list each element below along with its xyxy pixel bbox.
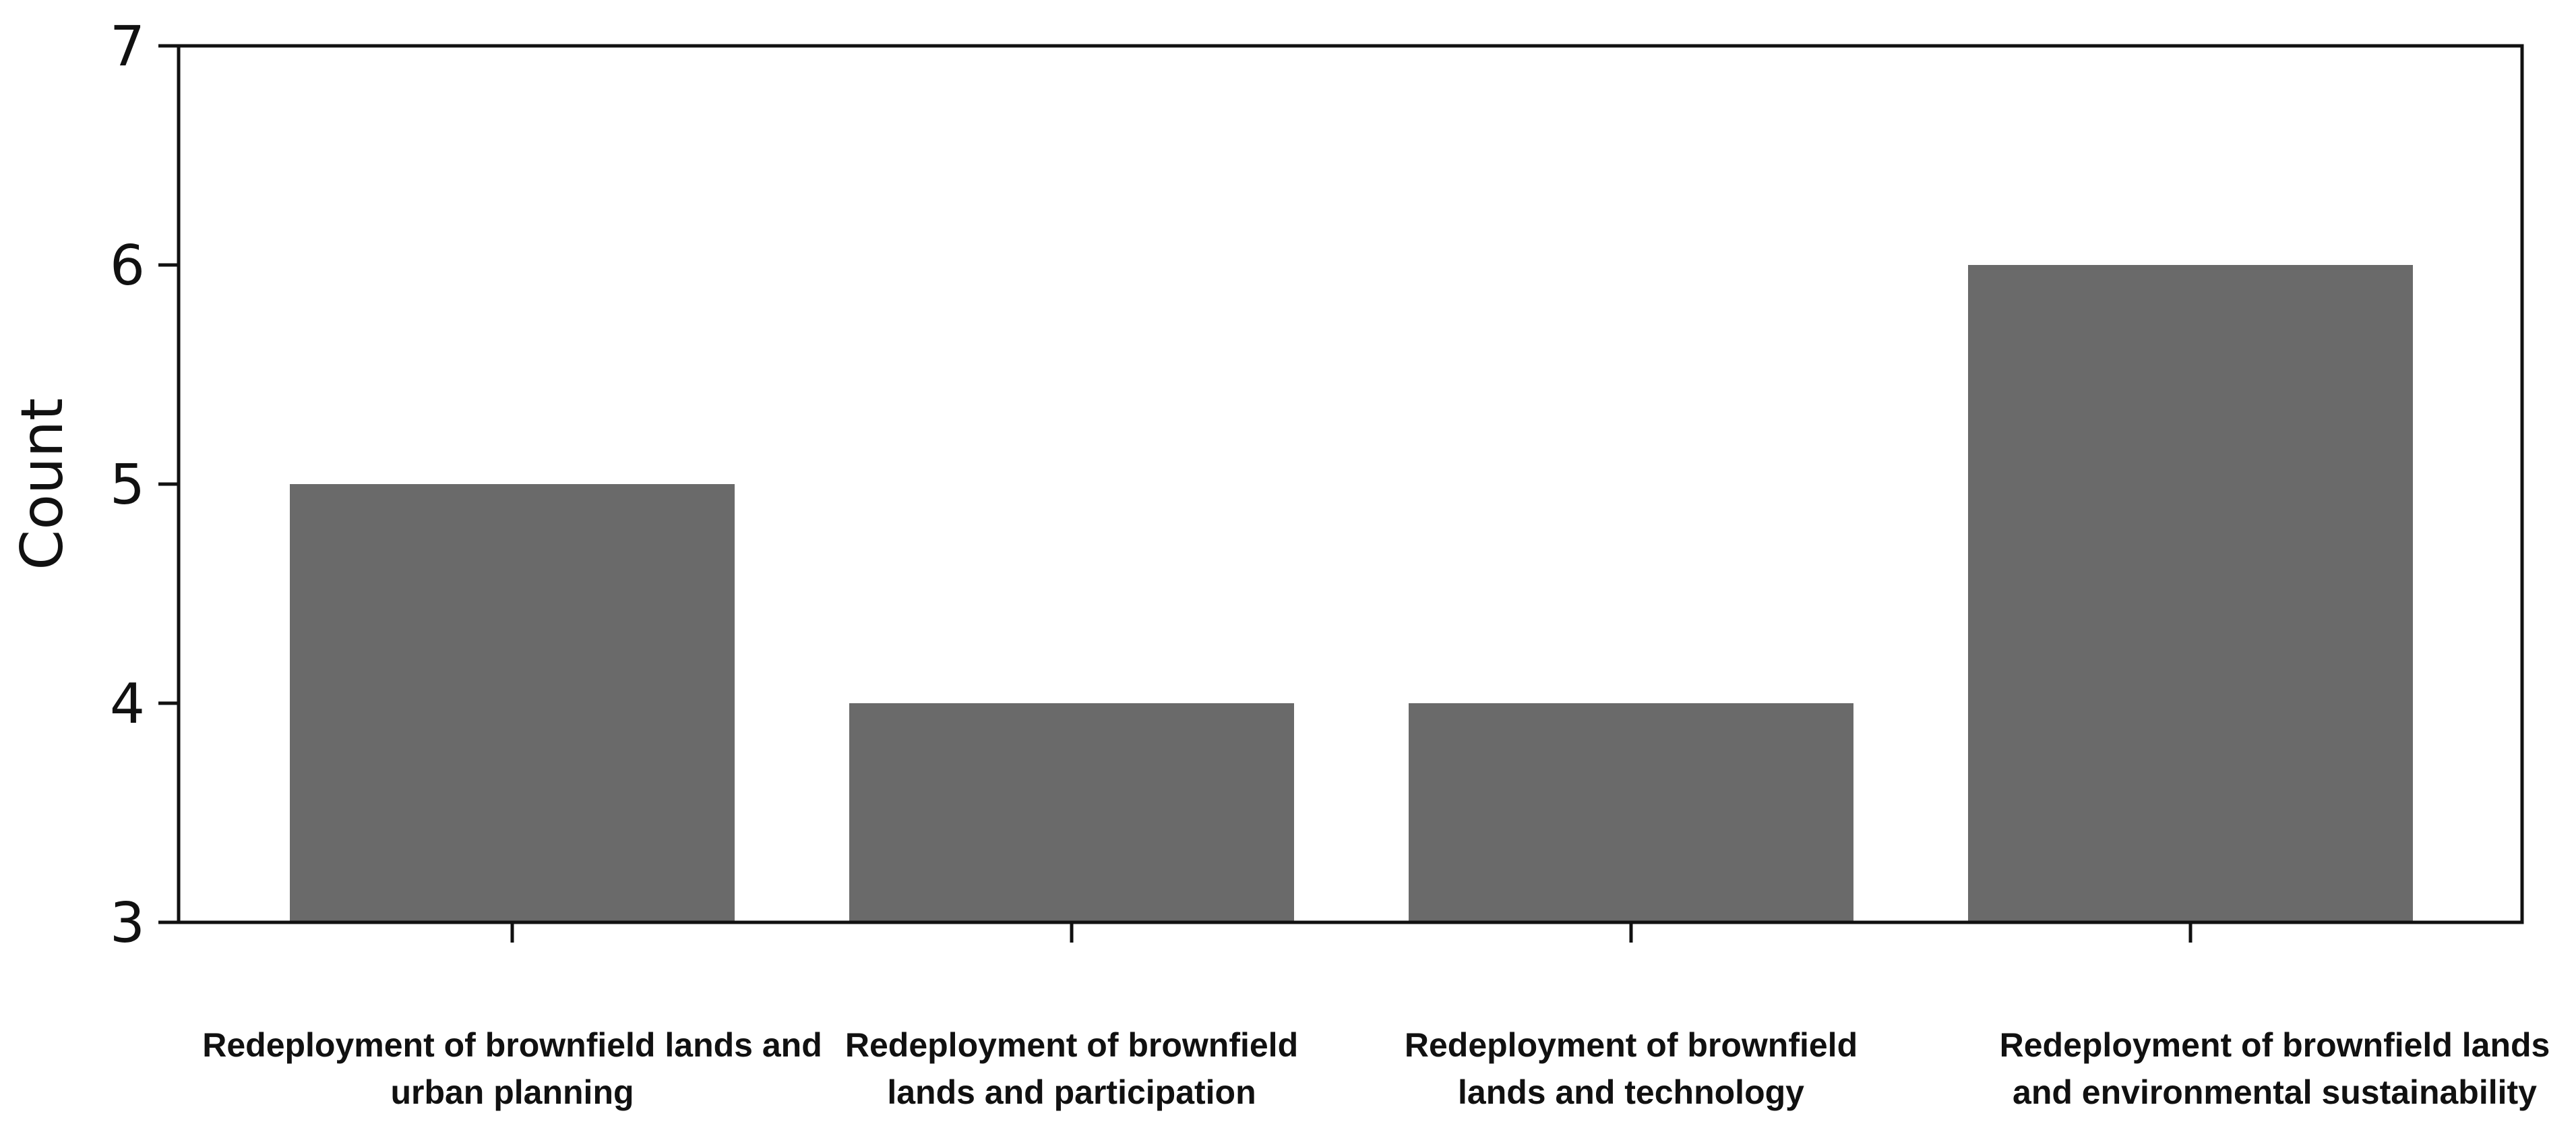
bar-1 (290, 484, 735, 922)
bars-group (290, 265, 2413, 922)
y-tick-label-7: 7 (110, 15, 145, 79)
x-tick-label-3: Redeployment of brownfield lands and tech… (1405, 1026, 1858, 1111)
y-tick-label-3: 3 (110, 891, 145, 955)
bar-2 (849, 703, 1294, 922)
x-tick-label-1: Redeployment of brownfield lands and urba… (202, 1026, 822, 1111)
x-tick-label-2: Redeployment of brownfield lands and part… (845, 1026, 1298, 1111)
y-axis: 3 4 5 6 7 (110, 15, 179, 955)
y-tick-label-6: 6 (110, 234, 145, 298)
y-tick-label-4: 4 (110, 672, 145, 736)
y-tick-label-5: 5 (110, 453, 145, 517)
bar-3 (1409, 703, 1853, 922)
x-axis: Redeployment of brownfield lands and urba… (202, 922, 2550, 1111)
y-axis-title: Count (9, 398, 76, 570)
x-tick-label-4: Redeployment of brownfield lands and envi… (2000, 1026, 2550, 1111)
bar-4 (1968, 265, 2413, 922)
